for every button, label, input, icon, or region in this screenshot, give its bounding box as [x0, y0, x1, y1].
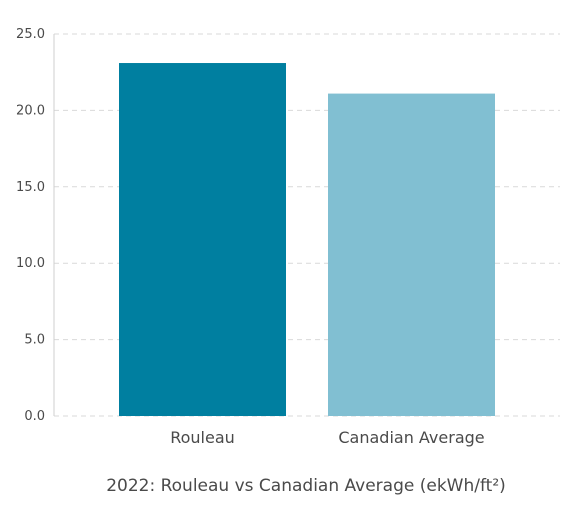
y-tick-label: 0.0: [24, 409, 45, 424]
chart-caption: 2022: Rouleau vs Canadian Average (ekWh/…: [106, 476, 506, 496]
bars: [119, 63, 495, 416]
bar-rouleau: [119, 63, 286, 416]
bar-canadian-average: [328, 93, 495, 416]
x-axis-labels: Rouleau Canadian Average: [170, 428, 484, 447]
x-category-label: Rouleau: [170, 428, 235, 447]
y-tick-label: 15.0: [16, 180, 45, 195]
x-category-label: Canadian Average: [338, 428, 484, 447]
y-axis-ticks: 0.0 5.0 10.0 15.0 20.0 25.0: [16, 27, 45, 424]
y-tick-label: 20.0: [16, 103, 45, 118]
y-tick-label: 10.0: [16, 256, 45, 271]
y-tick-label: 25.0: [16, 27, 45, 42]
y-tick-label: 5.0: [24, 333, 45, 348]
